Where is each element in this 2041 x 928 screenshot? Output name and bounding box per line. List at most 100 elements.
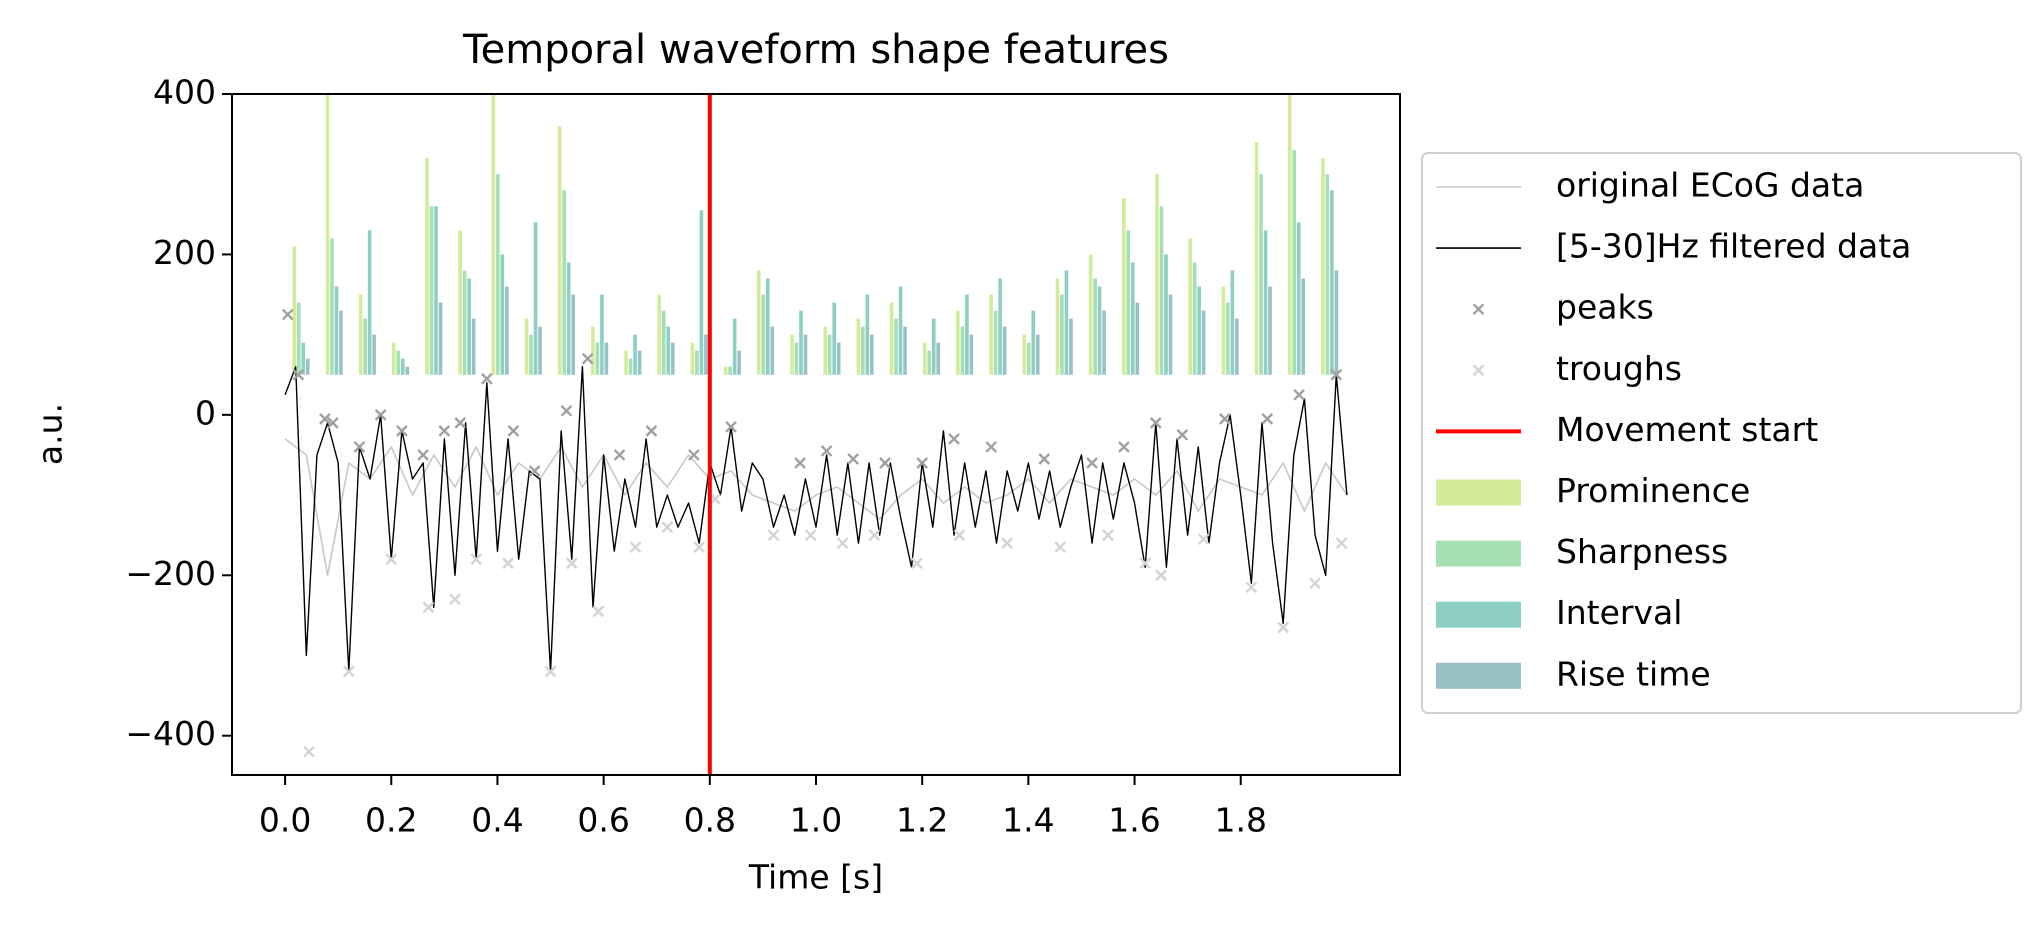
- extremum-marker: [1218, 413, 1231, 425]
- legend-label: Sharpness: [1556, 532, 1728, 571]
- extremum-marker: [502, 557, 514, 570]
- extremum-marker: [1155, 569, 1167, 582]
- feature-bar: [965, 294, 969, 375]
- feature-bar: [1126, 230, 1131, 375]
- feature-bar: [325, 94, 330, 375]
- legend-label: peaks: [1556, 288, 1654, 327]
- extremum-marker: [868, 529, 881, 542]
- x-tick-label: 0.0: [259, 801, 311, 840]
- feature-bar: [790, 334, 794, 375]
- feature-bar: [666, 326, 671, 375]
- extremum-marker: [820, 445, 833, 457]
- feature-bar: [401, 358, 405, 375]
- feature-bar: [1188, 238, 1192, 375]
- extremum-marker: [1277, 621, 1290, 634]
- feature-bar: [591, 326, 595, 375]
- x-tick-label: 0.8: [684, 801, 736, 840]
- legend-label: Movement start: [1556, 410, 1818, 449]
- extremum-marker: [319, 413, 331, 425]
- extremum-marker: [1054, 541, 1067, 554]
- extremum-marker: [417, 449, 429, 461]
- feature-bar: [865, 294, 870, 375]
- feature-bar: [633, 334, 637, 375]
- legend-label: original ECoG data: [1556, 166, 1864, 205]
- legend-label: Rise time: [1556, 654, 1711, 693]
- feature-bar: [1254, 142, 1259, 375]
- extremum-marker: [327, 417, 339, 429]
- feature-bar: [471, 318, 476, 375]
- feature-bar: [1022, 334, 1027, 375]
- feature-bar: [1221, 286, 1226, 375]
- feature-bar: [462, 270, 467, 375]
- extremum-marker: [1293, 388, 1305, 401]
- extremum-marker: [1330, 368, 1343, 381]
- extremum-marker: [281, 308, 294, 321]
- feature-bar: [993, 310, 998, 375]
- feature-bar: [529, 334, 533, 375]
- extremum-marker: [303, 745, 315, 758]
- extremum-marker: [528, 465, 541, 477]
- feature-bar: [301, 342, 306, 375]
- feature-bar: [1031, 310, 1036, 375]
- feature-bar: [533, 222, 538, 375]
- feature-bar: [704, 334, 708, 375]
- feature-bar: [538, 326, 542, 375]
- feature-bar: [500, 254, 505, 375]
- feature-bar: [600, 294, 604, 375]
- x-tick-label: 1.2: [896, 801, 948, 840]
- feature-bar: [836, 342, 841, 375]
- extremum-marker: [438, 425, 451, 437]
- feature-bar: [894, 318, 898, 375]
- feature-bar: [595, 342, 600, 375]
- feature-bar: [723, 366, 728, 375]
- feature-bar: [438, 302, 443, 375]
- feature-bar: [989, 294, 993, 375]
- legend-handle: [1436, 662, 1521, 689]
- feature-bar: [1230, 270, 1235, 375]
- legend-handle: [1472, 364, 1485, 377]
- feature-bar: [1287, 94, 1292, 375]
- extremum-marker: [1001, 537, 1013, 550]
- signal-line: [284, 438, 1348, 577]
- extremum-marker: [948, 433, 960, 445]
- x-tick-label: 0.4: [471, 801, 523, 840]
- extremum-marker: [629, 541, 642, 554]
- extremum-marker: [581, 352, 594, 365]
- feature-bar: [870, 334, 874, 375]
- x-tick-label: 1.8: [1214, 801, 1266, 840]
- feature-bar: [728, 366, 732, 375]
- feature-bar: [1330, 190, 1334, 375]
- x-tick-label: 1.6: [1108, 801, 1160, 840]
- feature-bar: [1131, 262, 1135, 375]
- legend-handle: [1472, 303, 1485, 316]
- feature-bar: [571, 294, 576, 375]
- extremum-marker: [794, 457, 806, 469]
- legend-label: [5-30]Hz filtered data: [1556, 227, 1911, 266]
- feature-bar: [1060, 294, 1064, 375]
- extremum-marker: [1149, 417, 1162, 429]
- feature-bar: [931, 318, 936, 375]
- feature-bar: [296, 302, 301, 375]
- extremum-marker: [645, 425, 658, 437]
- feature-bar: [1226, 302, 1230, 375]
- feature-bar: [1088, 254, 1093, 375]
- feature-bar: [922, 342, 927, 375]
- feature-bar: [969, 334, 974, 375]
- feature-bar: [1026, 342, 1031, 375]
- extremum-marker: [767, 529, 780, 542]
- feature-bar: [1002, 326, 1007, 375]
- extremum-marker: [1118, 441, 1130, 453]
- feature-bar: [1263, 230, 1268, 375]
- y-axis-label: a.u.: [31, 403, 70, 465]
- feature-bar: [624, 350, 628, 375]
- feature-bar: [903, 326, 907, 375]
- extremum-marker: [470, 553, 483, 566]
- feature-bar: [1055, 278, 1060, 375]
- feature-bar: [1301, 278, 1306, 375]
- feature-bar: [1192, 262, 1197, 375]
- extremum-marker: [1176, 429, 1189, 441]
- feature-bar: [434, 206, 438, 375]
- feature-bar: [770, 326, 775, 375]
- feature-bar: [799, 310, 803, 375]
- feature-bar: [889, 302, 894, 375]
